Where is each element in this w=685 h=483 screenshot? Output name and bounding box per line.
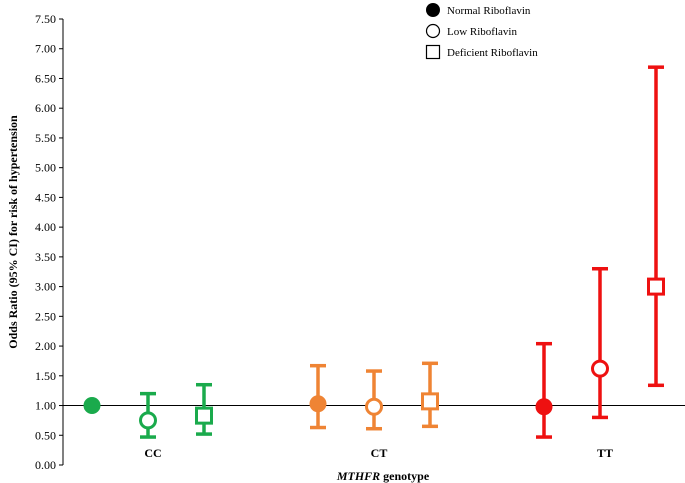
marker-filled-circle: [309, 395, 327, 413]
data-point-cc-series-1: [83, 397, 101, 415]
marker-filled-circle: [83, 397, 101, 415]
y-tick-label: 5.50: [35, 131, 56, 145]
y-tick-label: 6.50: [35, 71, 56, 85]
legend-item-1: Normal Riboflavin: [426, 3, 531, 17]
data-point-cc-series-2: [139, 391, 157, 439]
y-tick-label: 2.00: [35, 339, 56, 353]
category-label-tt: TT: [597, 446, 613, 460]
data-point-ct-series-1: [309, 363, 327, 430]
y-tick-label: 6.00: [35, 101, 56, 115]
legend-label: Low Riboflavin: [447, 26, 517, 38]
x-axis-title-gene: MTHFR: [336, 469, 380, 483]
legend-marker-open-circle: [425, 23, 441, 39]
y-tick-label: 5.00: [35, 161, 56, 175]
marker-open-square: [421, 392, 439, 411]
y-tick-label: 0.50: [35, 428, 56, 442]
data-point-ct-series-3: [421, 361, 439, 429]
marker-open-circle: [365, 397, 383, 416]
data-marks: [83, 65, 665, 439]
legend-label: Deficient Riboflavin: [447, 47, 538, 59]
category-label-ct: CT: [371, 446, 388, 460]
marker-open-square: [195, 406, 213, 425]
y-tick-label: 3.00: [35, 280, 56, 294]
legend-item-2: Low Riboflavin: [425, 23, 517, 39]
y-tick-label: 2.50: [35, 309, 56, 323]
x-axis-title: MTHFR genotype: [336, 469, 430, 483]
legend-item-3: Deficient Riboflavin: [425, 44, 538, 60]
data-point-tt-series-3: [647, 65, 665, 388]
y-tick-label: 1.00: [35, 399, 56, 413]
legend-marker-open-square: [425, 44, 441, 60]
y-tick-label: 1.50: [35, 369, 56, 383]
legend-label: Normal Riboflavin: [447, 5, 531, 17]
marker-open-square: [647, 277, 665, 296]
y-axis: 0.00 0.50 1.00 1.50 2.00 2.50 3.00 3.50 4.00 4.50…: [35, 12, 64, 472]
category-label-cc: CC: [144, 446, 161, 460]
data-point-ct-series-2: [365, 369, 383, 431]
marker-open-circle: [139, 411, 157, 430]
marker-filled-circle: [535, 398, 553, 416]
data-point-tt-series-2: [591, 267, 609, 420]
category-labels: CC CT TT: [144, 446, 613, 460]
y-axis-title: Odds Ratio (95% CI) for risk of hyperten…: [6, 115, 20, 349]
data-point-tt-series-1: [535, 341, 553, 439]
y-tick-label: 0.00: [35, 458, 56, 472]
y-tick-label: 3.50: [35, 250, 56, 264]
y-tick-label: 4.50: [35, 190, 56, 204]
y-tick-label: 7.50: [35, 12, 56, 26]
legend: Normal Riboflavin Low Riboflavin Deficient…: [425, 3, 538, 60]
data-point-cc-series-3: [195, 382, 213, 436]
x-axis-title-rest: genotype: [380, 469, 430, 483]
y-tick-label: 4.00: [35, 220, 56, 234]
marker-open-circle: [591, 359, 609, 378]
legend-marker-filled-circle: [426, 3, 440, 17]
y-tick-label: 7.00: [35, 42, 56, 56]
